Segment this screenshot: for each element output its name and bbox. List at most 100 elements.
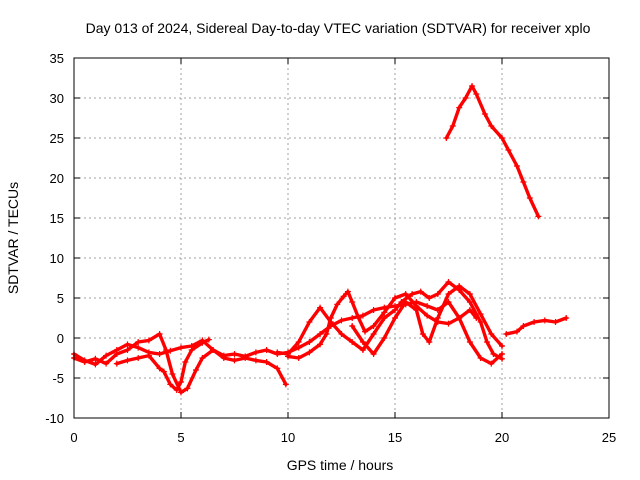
data-point xyxy=(426,295,433,301)
data-point xyxy=(499,355,505,362)
data-point xyxy=(535,213,542,220)
data-point xyxy=(370,331,377,337)
x-tick-label: 0 xyxy=(70,430,77,445)
data-point xyxy=(210,347,217,353)
data-point xyxy=(413,307,420,313)
series-group xyxy=(71,83,570,396)
data-point xyxy=(205,336,212,343)
data-point xyxy=(156,351,163,357)
data-point xyxy=(359,339,366,345)
y-axis-label: SDTVAR / TECUs xyxy=(5,182,21,294)
data-point xyxy=(417,288,424,295)
data-point xyxy=(392,315,398,321)
y-tick-label: -10 xyxy=(45,411,64,426)
data-point xyxy=(402,299,409,305)
data-point xyxy=(466,339,473,345)
data-point xyxy=(349,315,356,321)
data-point xyxy=(242,355,249,361)
data-point xyxy=(103,360,110,367)
y-tick-label: 35 xyxy=(50,51,64,66)
data-point xyxy=(469,83,476,89)
data-point xyxy=(503,331,510,337)
data-point xyxy=(167,381,174,388)
data-point xyxy=(295,339,302,345)
x-tick-label: 5 xyxy=(177,430,184,445)
data-point xyxy=(392,307,398,313)
data-point xyxy=(188,347,195,353)
data-point xyxy=(274,349,281,356)
data-point xyxy=(381,335,388,341)
series-line-track-8 xyxy=(444,84,541,219)
data-point xyxy=(466,307,473,313)
data-point xyxy=(199,355,206,361)
data-point xyxy=(252,349,259,356)
x-tick-label: 25 xyxy=(602,430,616,445)
series-line-track-5 xyxy=(275,280,504,361)
data-point xyxy=(113,360,120,367)
data-point xyxy=(355,315,362,321)
data-point xyxy=(392,295,398,301)
data-point xyxy=(169,371,176,377)
data-point xyxy=(445,279,452,285)
data-point xyxy=(274,365,281,372)
data-point xyxy=(443,135,450,141)
data-point xyxy=(81,359,88,365)
data-point xyxy=(135,355,142,361)
data-point xyxy=(424,303,431,309)
data-point xyxy=(178,344,184,351)
plot-frame xyxy=(73,57,610,419)
data-point xyxy=(327,319,334,325)
data-point xyxy=(488,360,495,367)
data-point xyxy=(466,291,473,297)
data-point xyxy=(370,307,377,313)
data-point xyxy=(434,291,441,297)
data-point xyxy=(531,319,538,325)
data-point xyxy=(113,351,120,357)
x-tick-label: 15 xyxy=(388,430,402,445)
data-point xyxy=(490,351,497,357)
data-point xyxy=(252,357,259,364)
data-point xyxy=(317,341,324,348)
data-point xyxy=(520,323,527,329)
data-point xyxy=(338,331,345,337)
data-point xyxy=(359,347,366,353)
data-point xyxy=(456,283,463,289)
series-line-track-6 xyxy=(350,284,504,356)
data-point xyxy=(499,135,505,141)
data-point xyxy=(338,317,345,324)
y-tick-label: 25 xyxy=(50,131,64,146)
data-point xyxy=(424,312,431,319)
data-point xyxy=(541,317,548,324)
data-point xyxy=(513,163,520,169)
data-point xyxy=(192,367,199,373)
data-point xyxy=(462,95,469,101)
data-point xyxy=(477,311,484,317)
data-point xyxy=(419,331,426,337)
data-point xyxy=(317,304,324,311)
data-point xyxy=(344,288,351,295)
y-tick-label: 0 xyxy=(57,331,64,346)
data-point xyxy=(167,347,174,354)
data-point xyxy=(359,312,366,319)
data-point xyxy=(231,357,238,364)
data-point xyxy=(124,347,131,353)
data-point xyxy=(323,331,330,337)
data-point xyxy=(426,339,433,345)
data-point xyxy=(295,355,302,361)
data-point xyxy=(370,323,377,329)
y-tick-label: 10 xyxy=(50,251,64,266)
x-tick-labels: 0 5 10 15 20 25 xyxy=(70,430,616,445)
data-point xyxy=(466,299,473,305)
data-point xyxy=(445,320,452,327)
y-tick-label: -5 xyxy=(52,371,64,386)
data-point xyxy=(306,339,313,345)
data-point xyxy=(349,299,356,305)
data-point xyxy=(306,349,313,356)
data-point xyxy=(156,331,163,337)
data-point xyxy=(370,351,377,357)
data-point xyxy=(306,319,313,325)
data-point xyxy=(317,331,324,337)
data-point xyxy=(381,315,388,321)
data-point xyxy=(182,359,189,365)
